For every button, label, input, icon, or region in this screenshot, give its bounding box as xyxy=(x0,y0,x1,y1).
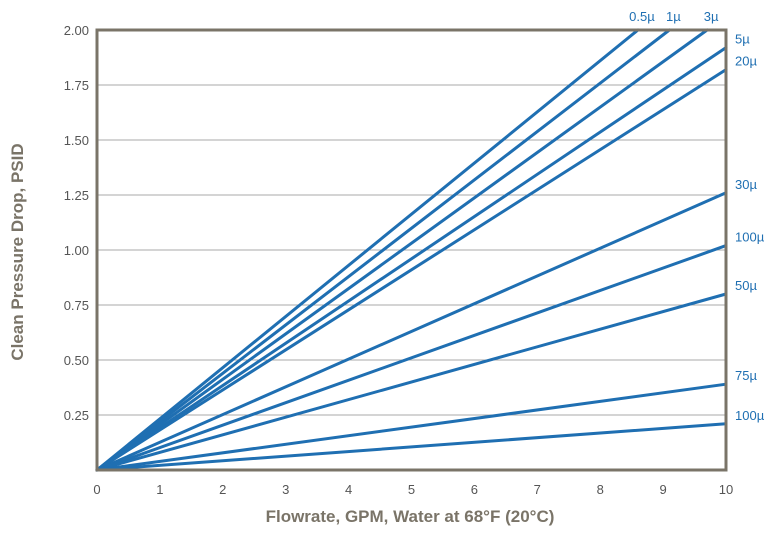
x-tick-label-0: 0 xyxy=(93,482,100,497)
series-label-6: 100µ xyxy=(735,230,765,245)
x-tick-label-4: 4 xyxy=(345,482,352,497)
x-tick-label-9: 9 xyxy=(659,482,666,497)
series-label-9: 100µ xyxy=(735,408,765,423)
series-line-6 xyxy=(95,244,728,472)
series-line-9 xyxy=(95,422,728,472)
x-tick-label-6: 6 xyxy=(471,482,478,497)
series-label-8: 75µ xyxy=(735,368,757,383)
series-line-2 xyxy=(95,28,709,472)
series-line-0 xyxy=(95,28,640,472)
y-tick-label-2: 0.75 xyxy=(64,298,89,313)
series-label-7: 50µ xyxy=(735,278,757,293)
x-tick-labels: 0 1 2 3 4 5 6 7 8 9 10 xyxy=(93,482,733,497)
series-labels: 0.5µ 1µ 3µ 5µ 20µ 30µ 100µ 50µ 75µ 100µ xyxy=(629,9,765,423)
y-tick-label-5: 1.50 xyxy=(64,133,89,148)
y-tick-label-1: 0.50 xyxy=(64,353,89,368)
y-tick-label-0: 0.25 xyxy=(64,408,89,423)
x-tick-label-1: 1 xyxy=(156,482,163,497)
series-label-3: 5µ xyxy=(735,32,750,47)
y-tick-labels: 0.25 0.50 0.75 1.00 1.25 1.50 1.75 2.00 xyxy=(64,23,89,423)
series-line-4 xyxy=(95,68,728,472)
y-tick-label-6: 1.75 xyxy=(64,78,89,93)
x-tick-label-7: 7 xyxy=(534,482,541,497)
series-label-4: 20µ xyxy=(735,54,757,69)
x-tick-label-8: 8 xyxy=(597,482,604,497)
x-axis-title: Flowrate, GPM, Water at 68°F (20°C) xyxy=(266,507,555,526)
x-tick-label-2: 2 xyxy=(219,482,226,497)
series-label-5: 30µ xyxy=(735,177,757,192)
y-tick-label-3: 1.00 xyxy=(64,243,89,258)
series-label-2: 3µ xyxy=(704,9,719,24)
series-lines xyxy=(95,28,728,472)
y-tick-label-4: 1.25 xyxy=(64,188,89,203)
series-line-8 xyxy=(95,382,728,472)
series-label-0: 0.5µ xyxy=(629,9,655,24)
y-axis-title: Clean Pressure Drop, PSID xyxy=(8,143,27,360)
grid-lines xyxy=(97,84,726,416)
x-tick-label-10: 10 xyxy=(719,482,733,497)
y-tick-label-7: 2.00 xyxy=(64,23,89,38)
plot-frame xyxy=(95,28,728,472)
series-label-1: 1µ xyxy=(666,9,681,24)
series-line-1 xyxy=(95,28,671,472)
x-tick-label-3: 3 xyxy=(282,482,289,497)
series-line-7 xyxy=(95,292,728,472)
series-line-5 xyxy=(95,191,728,472)
x-tick-label-5: 5 xyxy=(408,482,415,497)
series-line-3 xyxy=(95,46,728,472)
